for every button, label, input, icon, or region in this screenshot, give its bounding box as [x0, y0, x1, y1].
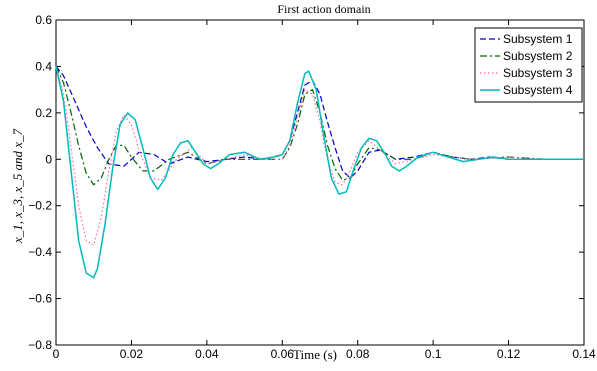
y-tick-label: −0.6 — [28, 292, 52, 306]
y-tick-label: 0 — [45, 152, 52, 166]
x-tick-label: 0.02 — [120, 347, 144, 361]
y-tick-label: −0.4 — [28, 245, 52, 259]
y-tick-label: 0.4 — [35, 59, 52, 73]
x-tick-label: 0.12 — [497, 347, 521, 361]
series-line-1 — [55, 66, 584, 179]
legend-label-4: Subsystem 4 — [503, 83, 573, 97]
x-tick-label: 0 — [53, 347, 60, 361]
x-tick-label: 0.06 — [271, 347, 295, 361]
plot-area — [55, 19, 585, 346]
legend-label-3: Subsystem 3 — [503, 66, 573, 80]
x-tick-label: 0.1 — [425, 347, 442, 361]
x-tick-label: 0.04 — [195, 347, 219, 361]
series-line-2 — [55, 66, 584, 186]
x-tick-label: 0.14 — [572, 347, 596, 361]
y-tick-label: 0.2 — [35, 106, 52, 120]
x-tick-label: 0.08 — [346, 347, 370, 361]
x-axis-label: Time (s) — [293, 347, 337, 362]
series-line-4 — [55, 66, 584, 279]
legend: Subsystem 1 Subsystem 2 Subsystem 3 Subsyst… — [474, 27, 583, 103]
legend-label-1: Subsystem 1 — [503, 32, 573, 46]
y-axis-label: x_1, x_3, x_5 and x_7 — [10, 128, 25, 244]
legend-label-2: Subsystem 2 — [503, 49, 573, 63]
y-tick-label: −0.8 — [28, 338, 52, 352]
y-tick-label: −0.2 — [28, 199, 52, 213]
chart-title: First action domain — [277, 2, 370, 16]
series-line-3 — [55, 66, 584, 246]
y-tick-label: 0.6 — [35, 13, 52, 27]
